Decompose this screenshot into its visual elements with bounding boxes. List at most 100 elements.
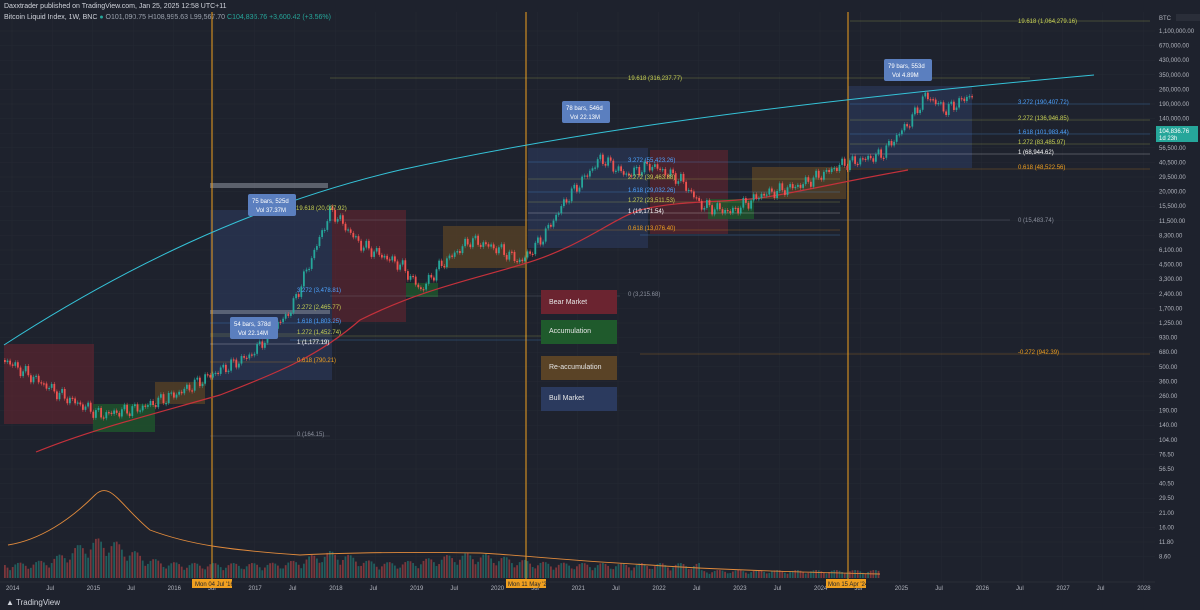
- volume-bar: [739, 570, 742, 578]
- volume-bar: [40, 560, 43, 578]
- candle: [443, 266, 446, 268]
- candle: [110, 412, 113, 414]
- candle: [843, 158, 846, 166]
- volume-bar: [253, 563, 256, 578]
- halving-lines: [211, 12, 849, 582]
- volume-bar: [602, 563, 604, 578]
- candle: [903, 124, 906, 131]
- candle: [297, 294, 300, 297]
- volume-bar: [550, 566, 552, 578]
- candle: [22, 371, 24, 377]
- candle: [911, 114, 914, 127]
- volume-bar: [204, 569, 206, 578]
- candle: [557, 213, 560, 215]
- candle: [539, 237, 542, 245]
- candle: [479, 244, 482, 247]
- svg-text:54 bars, 378d: 54 bars, 378d: [234, 322, 271, 328]
- candle: [422, 289, 425, 291]
- volume-bar: [677, 563, 680, 578]
- volume-bar: [35, 562, 37, 578]
- candle: [56, 391, 58, 400]
- time-axis[interactable]: 2014 Jul 2015 Jul 2016 Jul 2017 Jul 2018 Jul 2019 J…: [6, 586, 1151, 592]
- volume-bar: [100, 541, 102, 578]
- halving-tag-2024: Mon 15 Apr '24: [828, 582, 869, 588]
- time-tick: Jul: [46, 586, 54, 592]
- candle: [102, 417, 105, 419]
- candle: [362, 247, 365, 251]
- price-tick: 104.00: [1159, 438, 1178, 444]
- countdown-value: 1d 23h: [1159, 136, 1177, 142]
- symbol-name[interactable]: Bitcoin Liquid Index, 1W, BNC: [4, 14, 98, 21]
- last-price-tag: 104,836.76 1d 23h: [1156, 126, 1198, 142]
- candle: [66, 398, 69, 404]
- candle: [435, 269, 438, 281]
- candle: [945, 111, 947, 115]
- volume-bar: [206, 566, 209, 578]
- volume-bar: [799, 570, 802, 578]
- volume-bar: [651, 568, 654, 578]
- candle: [201, 383, 204, 387]
- candle: [511, 251, 513, 253]
- candle: [739, 207, 742, 214]
- candle: [583, 175, 586, 177]
- price-tick: 29,500.00: [1159, 175, 1186, 181]
- candle: [74, 398, 76, 404]
- candle: [459, 251, 461, 254]
- volume-bar: [45, 565, 48, 578]
- volume-bar: [48, 567, 50, 578]
- candle: [401, 260, 404, 265]
- volume-bar: [732, 571, 734, 578]
- svg-text:Vol 22.13M: Vol 22.13M: [570, 115, 600, 121]
- svg-text:Vol 4.89M: Vol 4.89M: [892, 73, 919, 79]
- candle: [516, 260, 518, 263]
- candle: [768, 188, 771, 195]
- candle: [901, 130, 903, 135]
- tradingview-logo[interactable]: ▲ TradingView: [6, 598, 60, 607]
- candle: [916, 107, 919, 114]
- volume-bar: [352, 557, 355, 578]
- volume-bar: [646, 566, 648, 578]
- volume-bar: [537, 565, 539, 578]
- volume-bar: [615, 566, 617, 578]
- volume-bar: [396, 568, 399, 578]
- volume-bar: [825, 573, 828, 578]
- volume-bar: [555, 567, 557, 578]
- candle: [677, 181, 680, 184]
- candle: [256, 344, 258, 354]
- svg-text:1.618 (101,983.44): 1.618 (101,983.44): [1018, 130, 1069, 136]
- volume-bar: [557, 564, 560, 578]
- volume-bar: [329, 551, 331, 578]
- brand-label: TradingView: [16, 598, 61, 607]
- candle: [188, 384, 191, 391]
- candle: [628, 173, 630, 176]
- candle: [625, 173, 628, 175]
- candle: [167, 392, 170, 404]
- candle: [682, 173, 685, 182]
- volume-bar: [765, 573, 768, 578]
- volume-bar: [641, 563, 643, 578]
- candle: [222, 364, 225, 368]
- volume-bar: [378, 569, 381, 578]
- candle: [53, 383, 56, 392]
- status-dot-icon: ●: [99, 14, 104, 21]
- candle: [193, 379, 196, 391]
- price-tick: 190,000.00: [1159, 102, 1190, 108]
- volume-bar: [448, 555, 451, 578]
- price-axis[interactable]: BTC 1,100,000.00 670,000.00 430,000.00 350,…: [1159, 14, 1200, 561]
- volume-bar: [225, 567, 227, 578]
- candle: [544, 228, 547, 242]
- candle: [656, 164, 659, 169]
- candle: [724, 210, 726, 214]
- volume-bar: [633, 567, 635, 578]
- volume-bar: [635, 564, 638, 578]
- volume-bar: [258, 567, 261, 578]
- price-tick: 76.50: [1159, 452, 1175, 458]
- volume-bar: [612, 569, 615, 578]
- volume-bar: [282, 568, 284, 578]
- candle: [448, 255, 451, 259]
- volume-bar: [4, 565, 6, 578]
- volume-bar: [511, 563, 513, 578]
- svg-text:0.618 (790.21): 0.618 (790.21): [297, 358, 336, 364]
- volume-bar: [6, 567, 9, 578]
